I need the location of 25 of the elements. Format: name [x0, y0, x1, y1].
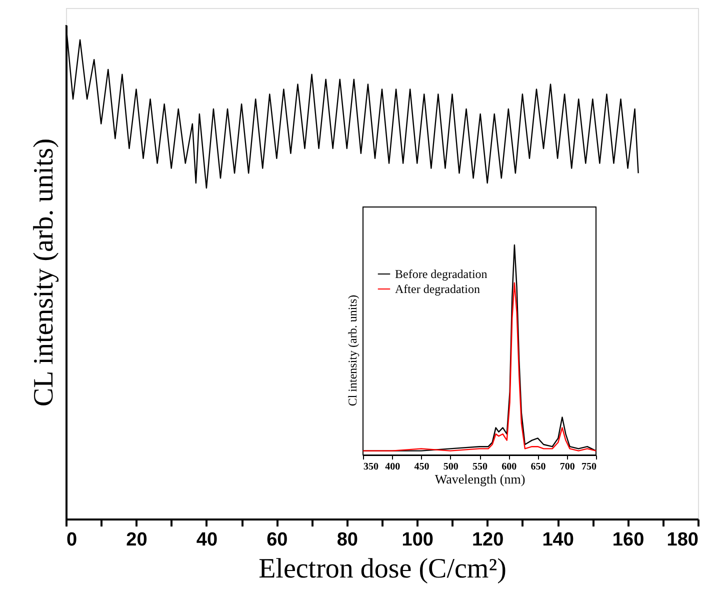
- x-tick-label: 700: [560, 462, 575, 472]
- x-tick-label: 140: [542, 530, 574, 550]
- x-tick-label: 120: [472, 530, 504, 550]
- x-tick-label: 100: [402, 530, 434, 550]
- x-tick-label: 600: [502, 462, 517, 472]
- legend-label: Before degradation: [395, 267, 488, 281]
- x-axis-title: Electron dose (C/cm²): [258, 554, 506, 584]
- x-tick-label: 80: [336, 530, 358, 550]
- x-tick-label: 450: [414, 462, 430, 472]
- x-tick-label: 750: [582, 462, 596, 472]
- x-tick-label: 20: [126, 530, 148, 550]
- legend-label: After degradation: [395, 282, 480, 296]
- x-tick-label: 60: [266, 530, 288, 550]
- x-tick-label: 400: [385, 462, 400, 472]
- x-tick-label: 40: [196, 530, 218, 550]
- y-axis-title: Cl intensity (arb. units): [346, 294, 360, 406]
- x-tick-label: 180: [666, 530, 698, 550]
- x-tick-label: 160: [612, 530, 644, 550]
- x-tick-label: 350: [364, 462, 378, 472]
- x-tick-label: 650: [530, 462, 546, 472]
- y-axis-title: CL intensity (arb. units): [28, 138, 60, 407]
- x-axis-title: Wavelength (nm): [434, 472, 526, 486]
- x-tick-label: 500: [443, 462, 458, 472]
- x-tick-label: 0: [66, 530, 78, 550]
- x-tick-label: 550: [472, 462, 488, 472]
